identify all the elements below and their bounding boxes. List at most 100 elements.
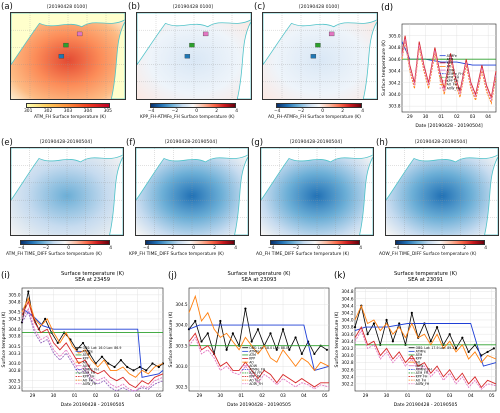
legend-entry: ATMFe — [447, 54, 457, 58]
series-line — [354, 323, 497, 367]
obs-point — [461, 336, 464, 339]
x-tick-label: 03 — [280, 393, 286, 399]
panel-h: (h) [20190428-20190504] −4 −2 0 2 4 AOW_FH T… — [375, 136, 500, 261]
y-tick-label: 303.8 — [9, 334, 21, 339]
y-tick-label: 304.8 — [342, 289, 354, 294]
chart-j: (j) Surface temperature (K)SEA at 2309330… — [168, 271, 330, 408]
x-tick-label: 01 — [72, 393, 78, 399]
y-tick-label: 304.0 — [342, 318, 354, 323]
panel-letter: (j) — [168, 271, 177, 281]
obs-point — [88, 352, 91, 355]
legend-entry: KPP — [447, 61, 453, 65]
colorbar-tick-label: −2 — [171, 109, 179, 114]
colorbar-tick-label: −4 — [18, 246, 25, 251]
colorbar-a — [26, 103, 110, 108]
x-tick-label: 01 — [238, 393, 244, 399]
station-marker — [189, 42, 195, 48]
colorbar-tick-label: 2 — [463, 246, 467, 251]
panel-a: (a) [20190428 0100] 301 302 303 304 305 ATM_… — [0, 0, 128, 122]
panel-f: (f) [20190428-20190504] −4 −2 0 2 4 KPP_FH T… — [125, 136, 250, 261]
x-tick-label: 04 — [135, 393, 141, 399]
colorbar-tick-label: −4 — [268, 246, 275, 251]
map-g — [260, 147, 374, 236]
colorbar-tick-label: −2 — [292, 246, 300, 251]
series-line — [21, 300, 164, 389]
station-marker — [328, 31, 335, 37]
colorbar-tick-label: −2 — [42, 246, 50, 251]
obs-point — [225, 348, 228, 351]
legend-entry: KPP_FH — [416, 375, 428, 379]
colorbar-tick-label: −2 — [167, 246, 175, 251]
chart-subtitle: SEA at 23091 — [408, 277, 443, 283]
plot-area — [188, 287, 330, 392]
y-tick-label: 303.4 — [342, 339, 354, 344]
x-tick-label: 05 — [489, 393, 495, 399]
y-tick-label: 303.6 — [342, 332, 354, 337]
y-tick-label: 302.6 — [342, 367, 354, 372]
obs-point — [157, 365, 160, 369]
y-tick-label: 302.5 — [176, 384, 188, 389]
series-line — [401, 38, 497, 102]
panel-letter: (d) — [381, 3, 393, 13]
legend-entry: KPP — [249, 357, 255, 361]
station-marker — [315, 42, 321, 48]
legend-entry: ATMFe_FH — [447, 72, 464, 76]
obs-point — [219, 319, 222, 323]
y-tick-label: 302.2 — [342, 381, 354, 386]
series-line — [21, 308, 164, 378]
x-tick-label: 30 — [423, 114, 429, 120]
panel-c: (c) [20190428 0100] −4 −2 0 2 4 AO_FH-ATMFe_… — [254, 0, 380, 122]
y-axis-label: Surface temperature (K) — [334, 311, 340, 367]
colorbar-e — [20, 240, 110, 245]
legend-entry: OBS: Lat: 16.0 Lon: 86.9 — [83, 346, 122, 350]
x-tick-label: 01 — [405, 393, 411, 399]
colorbar-tick-label: 2 — [88, 246, 92, 251]
panel-letter: (i) — [1, 271, 10, 281]
y-tick-label: 305.0 — [389, 33, 401, 38]
legend-entry: AO — [416, 360, 421, 364]
y-tick-label: 303.0 — [9, 361, 21, 366]
legend-entry: KPP — [83, 357, 89, 361]
legend-entry: ATMFe_FH — [249, 368, 266, 372]
map-title: [20190428 0100] — [46, 5, 88, 10]
map-c — [262, 12, 378, 100]
colorbar-tick-label: −2 — [297, 109, 305, 114]
legend-entry: ATM_FH — [416, 371, 429, 375]
map-b — [136, 12, 252, 100]
x-axis-label: Date [20190428 - 20190504] — [415, 123, 483, 129]
y-tick-label: 304.2 — [342, 310, 354, 315]
legend-entry: AOW — [447, 68, 456, 72]
colorbar-tick-label: 303 — [63, 109, 73, 114]
colorbar-tick-label: 0 — [195, 109, 199, 114]
chart-subtitle: SEA at 23093 — [241, 277, 276, 283]
y-tick-label: 305.0 — [9, 292, 21, 297]
colorbar-tick-label: 2 — [341, 109, 345, 114]
legend-entry: ATM — [83, 353, 90, 357]
x-tick-label: 29 — [363, 393, 369, 399]
legend-entry: AOW — [249, 364, 258, 368]
legend-entry: OBS: Lat: 18.0 Lon: 88.0 — [249, 346, 288, 350]
colorbar-ticks: −4 −2 0 2 4 — [143, 246, 237, 251]
legend-entry: ATMFe — [83, 350, 93, 354]
obs-point — [100, 355, 104, 358]
colorbar-ticks: −4 −2 0 2 4 — [18, 246, 112, 251]
x-tick-label: 30 — [51, 393, 57, 399]
colorbar-h — [395, 240, 485, 245]
obs-point — [269, 332, 272, 335]
obs-point — [244, 307, 247, 310]
obs-point — [366, 333, 369, 336]
obs-point — [132, 369, 135, 372]
legend-entry: OBS: Lat: 17.9 Lon: 89.2 — [416, 346, 455, 350]
station-marker — [310, 54, 317, 59]
colorbar-tick-label: 2 — [338, 246, 342, 251]
obs-point — [454, 347, 458, 350]
obs-point — [325, 348, 329, 351]
legend-entry: AO — [83, 360, 88, 364]
x-tick-label: 03 — [447, 393, 453, 399]
colorbar-tick-label: 4 — [359, 246, 362, 251]
panel-i: (i) Surface temperature (K) SEA at 23459 30… — [0, 268, 167, 409]
colorbar-tick-label: 4 — [484, 246, 487, 251]
x-axis-label: Date 20190428 - 20190505 — [394, 402, 458, 408]
obs-point — [113, 365, 116, 369]
y-tick-label: 303.2 — [342, 346, 354, 351]
